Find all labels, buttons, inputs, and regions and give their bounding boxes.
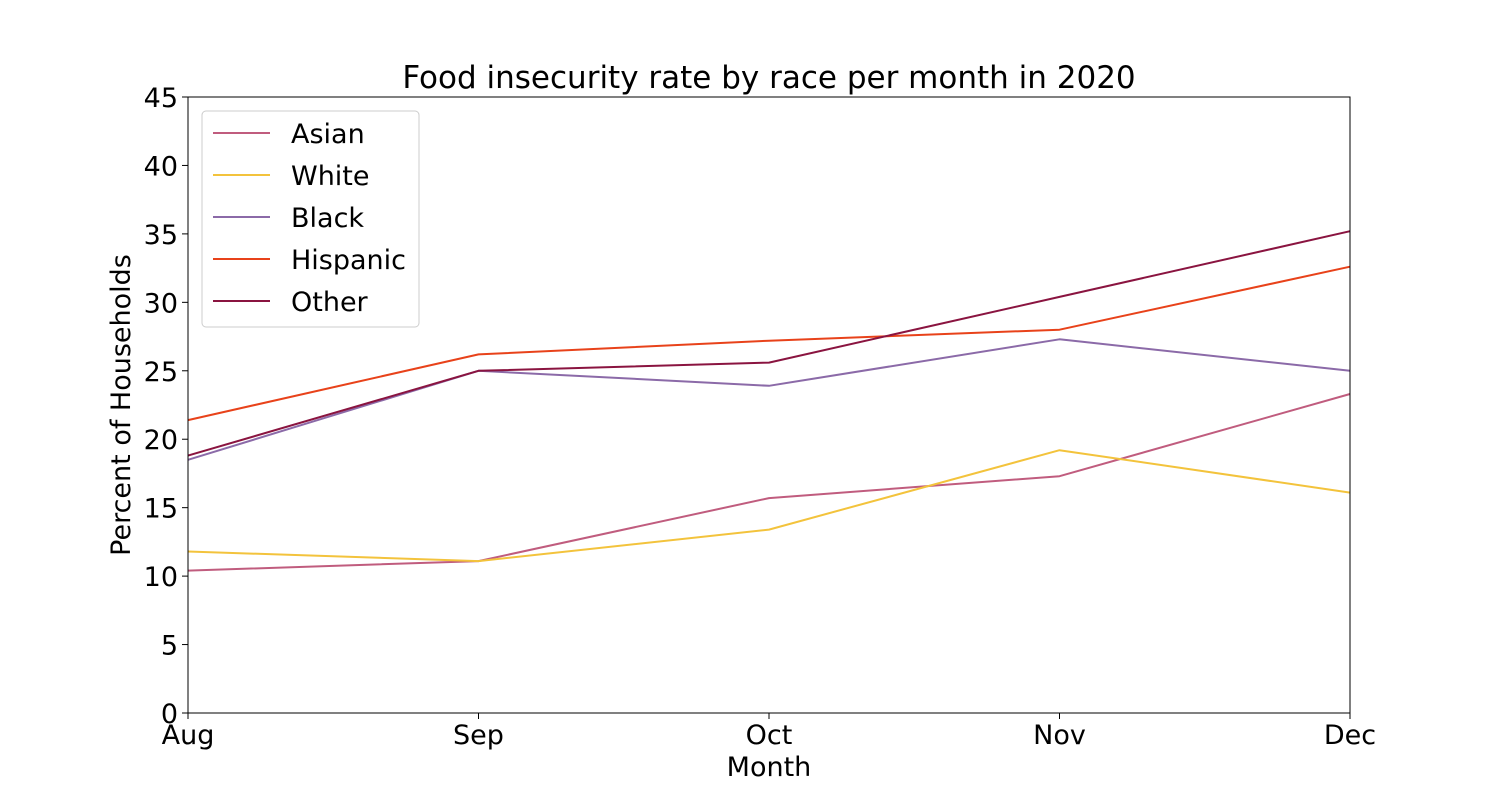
- y-axis-label: Percent of Households: [106, 254, 137, 556]
- chart-title: Food insecurity rate by race per month i…: [402, 60, 1135, 96]
- x-axis-label: Month: [727, 752, 812, 783]
- y-tick-label: 35: [144, 220, 178, 251]
- y-tick-label: 40: [144, 151, 178, 182]
- series-layer: [187, 230, 1351, 572]
- x-axis: Aug Sep Oct Nov Dec: [162, 713, 1376, 751]
- legend-label-white: White: [291, 161, 370, 192]
- legend-label-hispanic: Hispanic: [291, 245, 406, 276]
- y-tick-label: 5: [161, 631, 178, 662]
- x-tick-label: Oct: [746, 720, 793, 751]
- x-tick-label: Nov: [1033, 720, 1086, 751]
- y-tick-label: 0: [161, 699, 178, 730]
- legend: Asian White Black Hispanic Other: [201, 110, 420, 328]
- legend-label-asian: Asian: [291, 119, 365, 150]
- y-axis: 0 5 10 15 20 25 30 35 40 45: [144, 83, 188, 730]
- series-line-white: [187, 449, 1351, 563]
- series-line-asian: [187, 393, 1351, 572]
- legend-label-black: Black: [291, 203, 364, 234]
- y-tick-label: 10: [144, 562, 178, 593]
- legend-box: [201, 110, 420, 328]
- y-tick-label: 20: [144, 425, 178, 456]
- series-line-black: [187, 338, 1351, 461]
- y-tick-label: 15: [144, 494, 178, 525]
- x-tick-label: Aug: [162, 720, 215, 751]
- x-tick-label: Sep: [453, 720, 504, 751]
- y-tick-label: 30: [144, 288, 178, 319]
- y-tick-label: 25: [144, 357, 178, 388]
- legend-label-other: Other: [291, 287, 369, 318]
- y-tick-label: 45: [144, 83, 178, 114]
- series-line-hispanic: [187, 265, 1351, 422]
- x-tick-label: Dec: [1324, 720, 1376, 751]
- series-line-other: [187, 230, 1351, 457]
